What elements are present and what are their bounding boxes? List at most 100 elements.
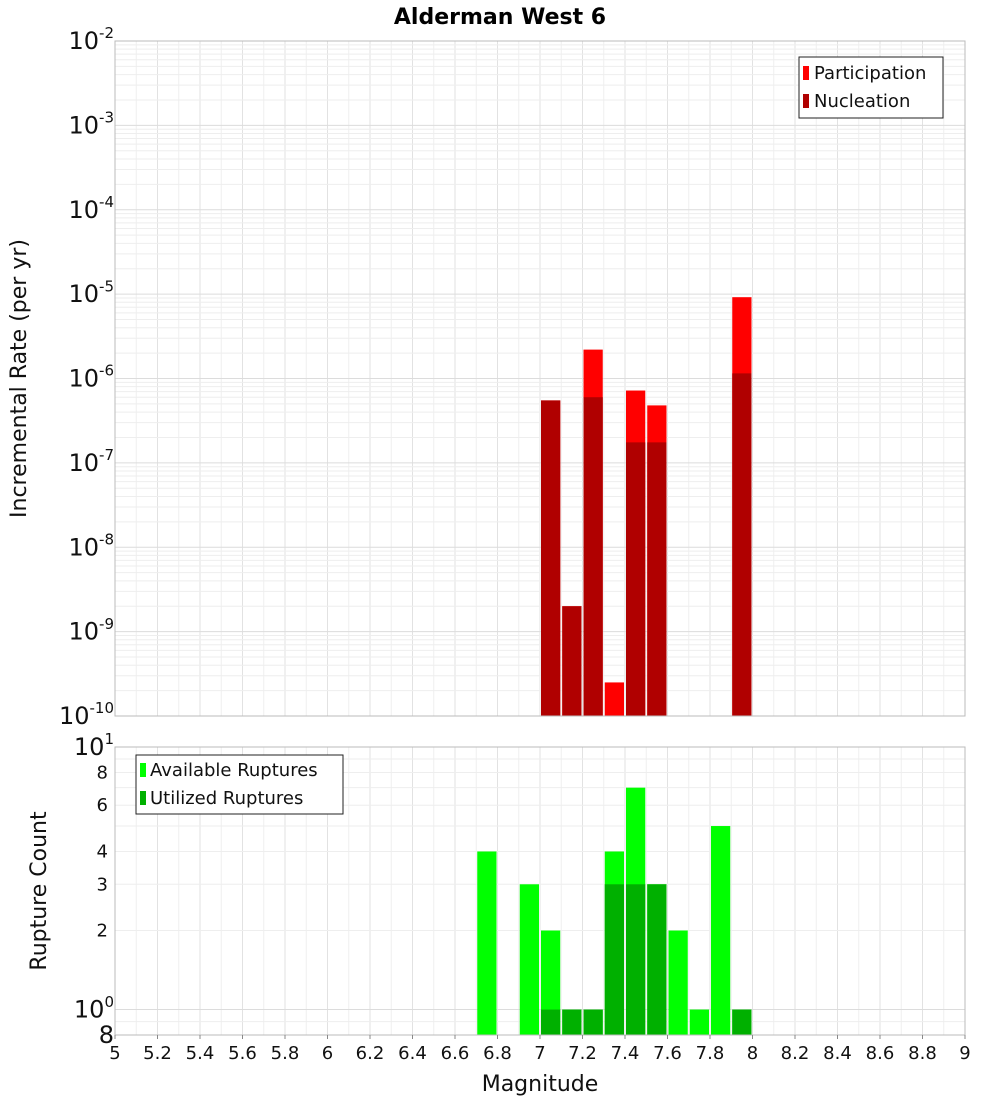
count-y-tick-label: 2 — [97, 921, 108, 942]
rate-y-tick-label-exponent: -4 — [99, 193, 114, 211]
count-y-tick-label: 8 — [97, 762, 108, 783]
count-legend-swatch — [140, 763, 146, 777]
rate-y-tick-label: 10-2 — [68, 24, 114, 55]
count-y-tick-label-exponent: 1 — [104, 730, 114, 748]
nucleation-bar — [541, 400, 561, 716]
rate-y-tick-label-base: 10 — [68, 196, 99, 224]
rate-y-tick-label-base: 10 — [68, 618, 99, 646]
count-y-tick-label: 3 — [97, 874, 108, 895]
rate-y-tick-label-exponent: -2 — [99, 24, 114, 42]
rate-y-tick-label-base: 10 — [68, 280, 99, 308]
participation-bar — [604, 682, 624, 716]
count-y-tick-label-base: 10 — [74, 996, 105, 1024]
count-y-tick-label: 100 — [74, 993, 114, 1024]
rate-y-tick-label: 10-8 — [68, 530, 114, 561]
utilized-ruptures-bar — [732, 1009, 752, 1035]
x-tick-label: 5 — [109, 1043, 120, 1064]
count-y-tick-label-base: 8 — [99, 1021, 114, 1049]
available-ruptures-bar — [668, 930, 688, 1035]
rate-grid — [114, 40, 966, 717]
rate-legend-box — [798, 56, 944, 119]
rate-legend-swatch — [803, 66, 809, 80]
rate-y-tick-label-base: 10 — [68, 449, 99, 477]
x-tick-label: 5.2 — [143, 1043, 172, 1064]
utilized-ruptures-bar — [647, 884, 667, 1035]
count-legend: Available Ruptures Utilized Ruptures — [135, 754, 344, 815]
x-tick-label: 7.4 — [611, 1043, 640, 1064]
rate-y-tick-label: 10-9 — [68, 615, 114, 646]
count-legend-box — [135, 754, 344, 815]
rate-y-tick-label-exponent: -3 — [99, 109, 114, 127]
count-y-tick-label: 8 — [99, 1021, 114, 1049]
count-y-tick-label: 6 — [97, 795, 108, 816]
rate-y-tick-label-exponent: -7 — [99, 446, 114, 464]
available-ruptures-bar — [689, 1009, 709, 1035]
x-tick-label: 8.8 — [908, 1043, 937, 1064]
available-ruptures-bar — [541, 930, 561, 1035]
count-y-tick-label: 4 — [97, 841, 108, 862]
x-tick-label: 7.2 — [568, 1043, 597, 1064]
count-y-axis-label: Rupture Count — [27, 811, 52, 971]
utilized-ruptures-bar — [562, 1009, 582, 1035]
rate-legend: Participation Nucleation — [798, 56, 944, 119]
x-tick-label: 7 — [534, 1043, 545, 1064]
rate-y-tick-label-exponent: -8 — [99, 530, 114, 548]
rate-y-tick-label-exponent: -6 — [99, 362, 114, 380]
rate-legend-label: Participation — [814, 63, 926, 84]
rate-y-tick-label: 10-3 — [68, 109, 114, 140]
rate-legend-swatch — [803, 94, 809, 108]
utilized-ruptures-bar — [583, 1009, 603, 1035]
rate-y-tick-label-exponent: -5 — [99, 277, 114, 295]
rate-y-tick-label: 10-4 — [68, 193, 114, 224]
rate-y-tick-label-base: 10 — [68, 533, 99, 561]
nucleation-bar — [583, 397, 603, 716]
x-axis-label: Magnitude — [482, 1072, 599, 1097]
nucleation-bar — [732, 373, 752, 716]
x-ticks: 5 5.2 5.4 5.6 5.8 6 6.2 6.4 6.6 6.8 7 7.2 7.4 7.6 7.8 8… — [109, 1035, 971, 1064]
rate-y-tick-label-base: 10 — [59, 702, 90, 730]
x-tick-label: 7.8 — [696, 1043, 725, 1064]
rate-y-tick-label: 10-6 — [68, 362, 114, 393]
nucleation-bar — [626, 442, 646, 716]
rate-bars — [541, 297, 752, 716]
rate-y-tick-label-exponent: -9 — [99, 615, 114, 633]
x-tick-label: 6.8 — [483, 1043, 512, 1064]
x-tick-label: 9 — [959, 1043, 970, 1064]
rate-legend-label: Nucleation — [814, 91, 910, 112]
rate-y-tick-label-base: 10 — [68, 27, 99, 55]
x-tick-label: 6.2 — [356, 1043, 385, 1064]
count-y-tick-label-exponent: 0 — [104, 993, 114, 1011]
count-bars — [477, 787, 752, 1035]
count-y-tick-label-base: 10 — [74, 733, 105, 761]
x-tick-label: 5.4 — [186, 1043, 215, 1064]
available-ruptures-bar — [519, 884, 539, 1035]
available-ruptures-bar — [711, 826, 731, 1035]
count-y-tick-label: 101 — [74, 730, 114, 761]
x-tick-label: 8.4 — [823, 1043, 852, 1064]
utilized-ruptures-bar — [626, 884, 646, 1035]
count-legend-label: Utilized Ruptures — [150, 788, 303, 809]
rate-y-tick-label: 10-7 — [68, 446, 114, 477]
x-tick-label: 7.6 — [653, 1043, 682, 1064]
x-tick-label: 6.6 — [441, 1043, 470, 1064]
rate-plot-frame — [114, 40, 966, 717]
chart-title: Alderman West 6 — [394, 5, 606, 30]
rate-y-tick-label: 10-5 — [68, 277, 114, 308]
x-tick-label: 8 — [747, 1043, 758, 1064]
rate-y-tick-label: 10-10 — [59, 699, 114, 730]
rate-y-axis-label: Incremental Rate (per yr) — [7, 239, 32, 518]
rate-y-tick-label-base: 10 — [68, 365, 99, 393]
x-tick-label: 8.2 — [781, 1043, 810, 1064]
nucleation-bar — [562, 606, 582, 716]
available-ruptures-bar — [477, 851, 497, 1035]
rate-y-tick-label-exponent: -10 — [90, 699, 115, 717]
count-legend-swatch — [140, 791, 146, 805]
count-legend-label: Available Ruptures — [150, 760, 318, 781]
x-tick-label: 6 — [322, 1043, 333, 1064]
x-tick-label: 5.6 — [228, 1043, 257, 1064]
